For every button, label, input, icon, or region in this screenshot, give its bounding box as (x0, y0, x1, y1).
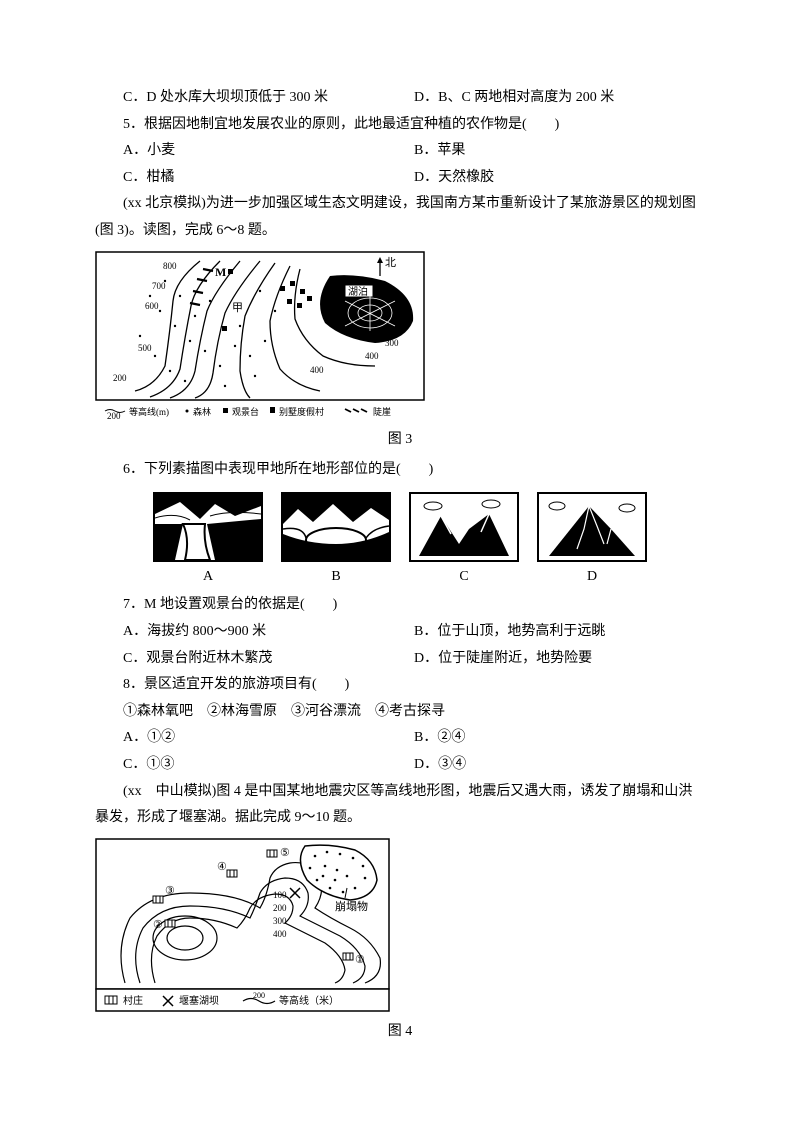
svg-text:800: 800 (163, 261, 177, 271)
svg-text:①: ① (355, 954, 365, 966)
fig4-caption: 图 4 (95, 1019, 705, 1046)
q8-items: ①森林氧吧 ②林海雪原 ③河谷漂流 ④考古探寻 (123, 699, 705, 726)
q6-sketches: A B C (95, 492, 705, 591)
q7-opt-d: D．位于陡崖附近，地势险要 (414, 646, 705, 673)
q7-opt-b: B．位于山顶，地势高利于远眺 (414, 619, 705, 646)
sketch-b-label: B (281, 564, 391, 591)
svg-text:200: 200 (253, 991, 265, 1000)
q5-options-cd: C．柑橘 D．天然橡胶 (123, 165, 705, 192)
svg-text:森林: 森林 (193, 406, 211, 417)
q6-stem: 6．下列素描图中表现甲地所在地形部位的是( ) (123, 457, 705, 484)
svg-text:⑤: ⑤ (280, 847, 290, 859)
svg-text:甲: 甲 (232, 302, 243, 314)
passage-678: (xx 北京模拟)为进一步加强区域生态文明建设，我国南方某市重新设计了某旅游景区… (95, 191, 705, 244)
q5-options-ab: A．小麦 B．苹果 (123, 138, 705, 165)
q7-opt-a: A．海拔约 800～900 米 (123, 619, 414, 646)
svg-text:陡崖: 陡崖 (373, 406, 391, 417)
svg-text:等高线(m): 等高线(m) (129, 406, 169, 417)
svg-text:③: ③ (165, 885, 175, 897)
svg-text:400: 400 (365, 351, 379, 361)
q8-opt-a: A．①② (123, 725, 414, 752)
q8-options-cd: C．①③ D．③④ (123, 752, 705, 779)
svg-text:200: 200 (273, 903, 287, 913)
sketch-a: A (153, 492, 263, 591)
q8-opt-b: B．②④ (414, 725, 705, 752)
svg-text:600: 600 (145, 301, 159, 311)
svg-text:200: 200 (107, 411, 121, 421)
figure-4: 100 200 300 400 崩塌物 ③ ② ④ ⑤ ① (95, 838, 705, 1013)
sketch-c: C (409, 492, 519, 591)
svg-text:北: 北 (385, 256, 396, 269)
q7-options-ab: A．海拔约 800～900 米 B．位于山顶，地势高利于远眺 (123, 619, 705, 646)
q7-options-cd: C．观景台附近林木繁茂 D．位于陡崖附近，地势险要 (123, 646, 705, 673)
svg-text:等高线（米）: 等高线（米） (279, 994, 339, 1007)
svg-text:500: 500 (138, 343, 152, 353)
svg-text:④: ④ (217, 861, 227, 873)
svg-text:100: 100 (273, 890, 287, 900)
passage-910: (xx 中山模拟)图 4 是中国某地地震灾区等高线地形图，地震后又遇大雨，诱发了… (95, 779, 705, 832)
q5-stem: 5．根据因地制宜地发展农业的原则，此地最适宜种植的农作物是( ) (123, 112, 705, 139)
svg-text:M: M (215, 265, 226, 279)
svg-text:观景台: 观景台 (232, 406, 259, 417)
q8-stem: 8．景区适宜开发的旅游项目有( ) (123, 672, 705, 699)
fig3-caption: 图 3 (95, 427, 705, 454)
q4-options-cd: C．D 处水库大坝坝顶低于 300 米 D．B、C 两地相对高度为 200 米 (123, 85, 705, 112)
sketch-d: D (537, 492, 647, 591)
svg-text:别墅度假村: 别墅度假村 (279, 406, 324, 417)
sketch-b: B (281, 492, 391, 591)
q8-opt-d: D．③④ (414, 752, 705, 779)
svg-text:400: 400 (273, 929, 287, 939)
sketch-a-label: A (153, 564, 263, 591)
svg-text:400: 400 (310, 365, 324, 375)
q5-opt-c: C．柑橘 (123, 165, 414, 192)
svg-text:200: 200 (113, 373, 127, 383)
q5-opt-d: D．天然橡胶 (414, 165, 705, 192)
svg-text:崩塌物: 崩塌物 (335, 899, 368, 913)
sketch-d-label: D (537, 564, 647, 591)
svg-text:300: 300 (273, 916, 287, 926)
svg-text:湖泊: 湖泊 (348, 286, 368, 298)
q5-opt-b: B．苹果 (414, 138, 705, 165)
q7-stem: 7．M 地设置观景台的依据是( ) (123, 592, 705, 619)
svg-text:②: ② (153, 919, 163, 931)
q8-options-ab: A．①② B．②④ (123, 725, 705, 752)
svg-text:堰塞湖坝: 堰塞湖坝 (179, 994, 219, 1007)
svg-text:村庄: 村庄 (123, 994, 143, 1007)
q5-opt-a: A．小麦 (123, 138, 414, 165)
q4-opt-c: C．D 处水库大坝坝顶低于 300 米 (123, 85, 414, 112)
q4-opt-d: D．B、C 两地相对高度为 200 米 (414, 85, 705, 112)
svg-text:700: 700 (152, 281, 166, 291)
figure-3: 800 700 600 500 400 400 300 200 M 甲 (95, 251, 705, 421)
q8-opt-c: C．①③ (123, 752, 414, 779)
sketch-c-label: C (409, 564, 519, 591)
q7-opt-c: C．观景台附近林木繁茂 (123, 646, 414, 673)
